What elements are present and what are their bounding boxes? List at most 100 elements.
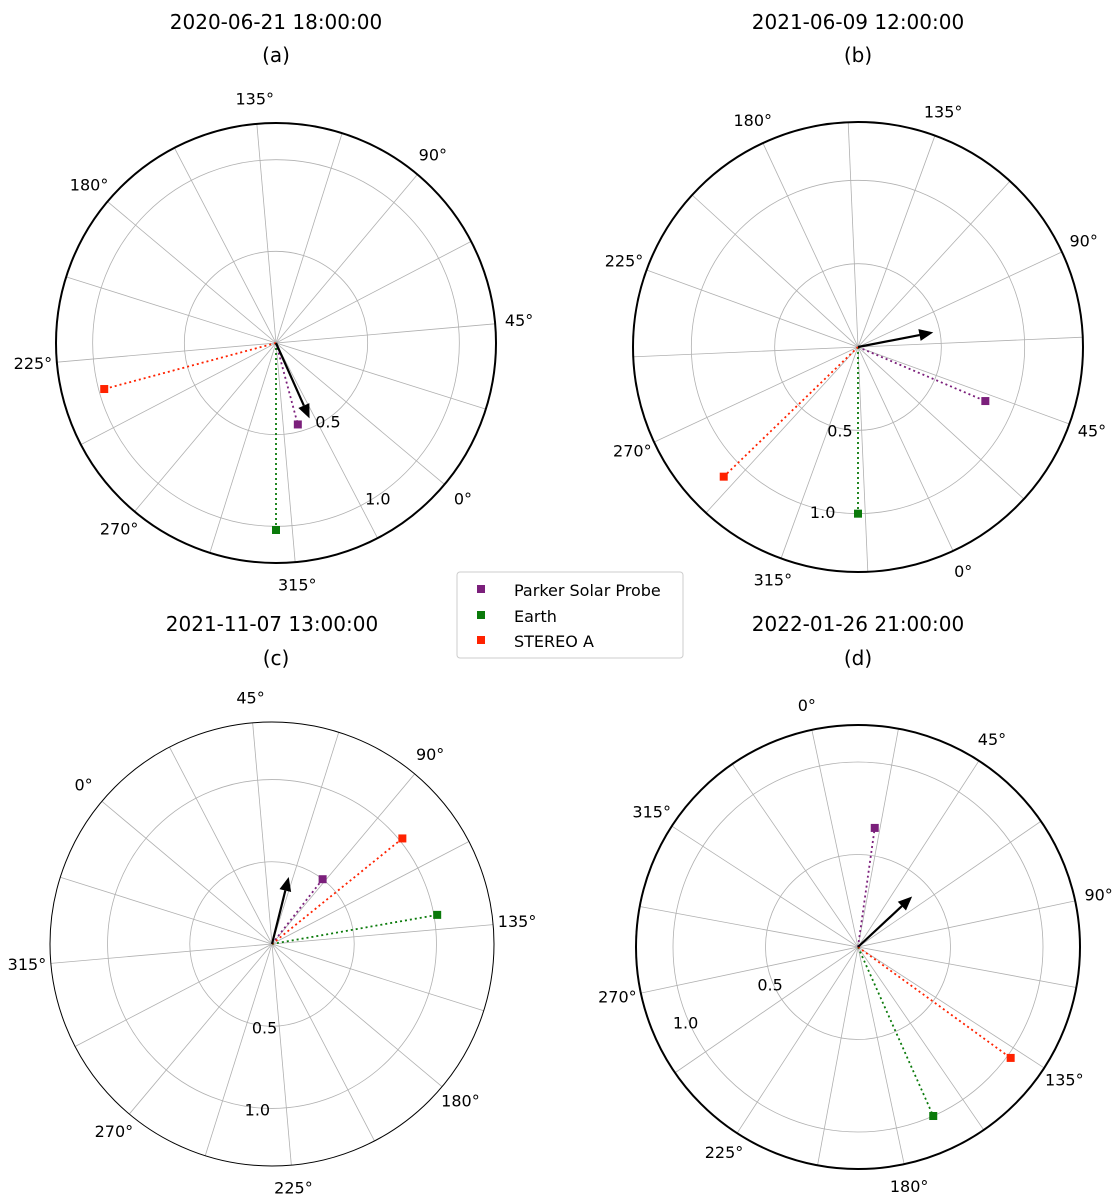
theta-tick-label: 0°	[454, 489, 472, 508]
connector-earth	[857, 946, 935, 1117]
theta-tick-label: 225°	[274, 1179, 313, 1198]
point-parker-solar-probe	[318, 875, 327, 884]
theta-tick-label: 180°	[441, 1092, 480, 1111]
r-tick-label: 0.5	[827, 421, 852, 440]
theta-tick-label: 0°	[954, 562, 972, 581]
legend-swatch-earth	[477, 611, 485, 619]
theta-tick-label: 45°	[236, 688, 264, 707]
theta-tick-label: 180°	[70, 176, 109, 195]
connector-parker-solar-probe	[271, 878, 324, 945]
theta-tick-label: 90°	[416, 745, 444, 764]
connector-parker-solar-probe	[857, 827, 876, 948]
r-gridline-1.0	[107, 779, 437, 1109]
r-gridline-0.5	[765, 854, 951, 1040]
direction-arrow-head	[897, 896, 913, 911]
r-tick-label: 1.0	[245, 1101, 270, 1120]
connector-parker-solar-probe	[275, 342, 299, 425]
r-tick-label: 1.0	[673, 1013, 698, 1032]
r-tick-label: 0.5	[252, 1019, 277, 1038]
theta-tick-label: 135°	[924, 103, 963, 122]
theta-tick-label: 0°	[74, 775, 92, 794]
point-stereo-a	[398, 834, 407, 843]
connector-parker-solar-probe	[857, 346, 986, 402]
r-tick-label: 0.5	[315, 412, 340, 431]
theta-tick-label: 90°	[1084, 885, 1112, 904]
legend: Parker Solar Probe Earth STEREO A	[456, 571, 684, 659]
panel-title-a: 2020-06-21 18:00:00	[170, 10, 382, 34]
polar-frame	[632, 121, 1084, 573]
r-gridline-0.5	[189, 861, 355, 1027]
theta-tick-label: 135°	[498, 912, 537, 931]
theta-tick-label: 225°	[605, 251, 644, 270]
point-stereo-a	[100, 385, 109, 394]
connector-stereo-a	[103, 342, 277, 390]
panel-subtitle-d: (d)	[844, 646, 872, 670]
connector-stereo-a	[723, 346, 859, 478]
connector-stereo-a	[857, 946, 1012, 1059]
theta-tick-label: 225°	[14, 354, 53, 373]
polar-frame	[635, 724, 1081, 1170]
point-parker-solar-probe	[870, 823, 879, 832]
polar-panel-d: 2022-01-26 21:00:00 (d) 0.5 1.0 0° 45° 90° 13…	[598, 612, 1113, 1196]
connector-earth	[271, 913, 438, 945]
theta-tick-label: 90°	[1069, 231, 1097, 250]
point-parker-solar-probe	[293, 420, 302, 429]
point-earth	[929, 1112, 938, 1121]
direction-arrow-shaft	[270, 890, 287, 945]
panel-subtitle-a: (a)	[262, 43, 290, 67]
theta-tick-label: 315°	[632, 803, 671, 822]
theta-tick-label: 270°	[613, 442, 652, 461]
theta-tick-label: 225°	[705, 1143, 744, 1162]
theta-tick-label: 180°	[733, 111, 772, 130]
point-stereo-a	[1006, 1053, 1015, 1062]
point-earth	[272, 526, 280, 534]
polar-frame	[49, 721, 495, 1167]
theta-tick-label: 45°	[978, 730, 1006, 749]
point-earth	[854, 509, 862, 518]
panel-title-d: 2022-01-26 21:00:00	[752, 612, 964, 636]
theta-tick-label: 315°	[278, 576, 317, 595]
direction-arrow-shaft	[857, 905, 903, 948]
panel-subtitle-c: (c)	[263, 646, 290, 670]
legend-frame	[456, 571, 684, 659]
legend-swatch-parker-solar-probe	[477, 585, 485, 593]
polar-panel-c: 2021-11-07 13:00:00 (c) 0.5 1.0 0° 45° 90° 13…	[8, 612, 537, 1198]
theta-tick-label: 180°	[890, 1177, 929, 1196]
r-tick-label: 0.5	[757, 976, 782, 995]
theta-tick-label: 315°	[8, 955, 47, 974]
panel-subtitle-b: (b)	[844, 43, 872, 67]
r-gridline-1.0	[672, 761, 1044, 1133]
direction-arrow-head	[918, 329, 934, 341]
theta-tick-label: 45°	[1078, 422, 1106, 441]
theta-tick-label: 135°	[1045, 1070, 1084, 1089]
theta-tick-label: 270°	[100, 519, 139, 538]
theta-tick-label: 0°	[798, 696, 816, 715]
theta-tick-label: 90°	[419, 146, 447, 165]
point-parker-solar-probe	[981, 397, 990, 406]
connector-stereo-a	[271, 837, 403, 945]
direction-arrow-head	[279, 876, 292, 893]
theta-tick-label: 135°	[235, 89, 274, 108]
legend-label-stereo-a: STEREO A	[514, 632, 594, 651]
r-tick-label: 1.0	[810, 503, 835, 522]
theta-tick-label: 270°	[598, 988, 637, 1007]
polar-panel-a: 2020-06-21 18:00:00 (a) 0.5 1.0 0° 45° 90° 13…	[14, 10, 534, 595]
legend-label-parker-solar-probe: Parker Solar Probe	[514, 581, 661, 600]
point-stereo-a	[719, 472, 728, 481]
polar-frame	[55, 122, 497, 564]
theta-tick-label: 270°	[95, 1122, 134, 1141]
theta-tick-label: 45°	[505, 311, 533, 330]
point-earth	[433, 910, 442, 919]
theta-tick-label: 315°	[754, 570, 793, 589]
direction-arrow-head	[298, 403, 310, 419]
direction-arrow-shaft	[857, 333, 920, 349]
legend-label-earth: Earth	[514, 607, 557, 626]
direction-arrow-shaft	[274, 342, 305, 407]
polar-panel-b: 2021-06-09 12:00:00 (b) 0.5 1.0 0° 45° 90° 13…	[605, 10, 1106, 589]
panel-title-b: 2021-06-09 12:00:00	[752, 10, 964, 34]
r-gridline-0.5	[774, 263, 942, 431]
panel-title-c: 2021-11-07 13:00:00	[166, 612, 378, 636]
legend-swatch-stereo-a	[477, 636, 485, 644]
r-tick-label: 1.0	[365, 489, 390, 508]
